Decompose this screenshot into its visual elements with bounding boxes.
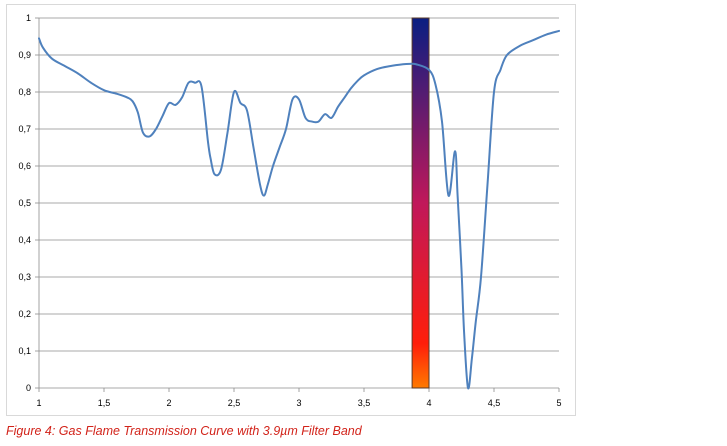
y-tick-label: 0,4	[18, 235, 31, 245]
y-tick-label: 0,6	[18, 161, 31, 171]
series-layer	[38, 29, 560, 390]
x-tick-label: 2	[166, 398, 171, 408]
y-tick-label: 0,2	[18, 309, 31, 319]
y-tick-label: 0,3	[18, 272, 31, 282]
y-tick-label: 0,1	[18, 346, 31, 356]
figure-caption: Figure 4: Gas Flame Transmission Curve w…	[6, 424, 362, 438]
y-tick-label: 0,7	[18, 124, 31, 134]
gridlines	[39, 17, 559, 352]
x-tick-label: 2,5	[228, 398, 241, 408]
y-tick-label: 0,8	[18, 87, 31, 97]
transmission-curve	[38, 29, 560, 390]
filter-band	[411, 17, 430, 389]
x-tick-label: 4	[426, 398, 431, 408]
x-tick-label: 1	[36, 398, 41, 408]
tick-labels: 0 0,1 0,2 0,3 0,4 0,5 0,6 0,7 0,8 0,9 1 1 1,5 2 2,5 3 3,…	[18, 13, 561, 408]
x-tick-label: 4,5	[488, 398, 501, 408]
filter-band-rect	[411, 17, 430, 389]
axes	[35, 17, 560, 392]
y-tick-label: 0,5	[18, 198, 31, 208]
x-tick-label: 5	[556, 398, 561, 408]
chart-frame: 0 0,1 0,2 0,3 0,4 0,5 0,6 0,7 0,8 0,9 1 1 1,5 2 2,5 3 3,…	[6, 4, 576, 416]
x-tick-label: 3	[296, 398, 301, 408]
x-tick-label: 3,5	[358, 398, 371, 408]
chart-svg: 0 0,1 0,2 0,3 0,4 0,5 0,6 0,7 0,8 0,9 1 1 1,5 2 2,5 3 3,…	[18, 13, 561, 408]
x-tick-label: 1,5	[98, 398, 111, 408]
y-tick-label: 0,9	[18, 50, 31, 60]
y-tick-label: 1	[26, 13, 31, 23]
y-tick-label: 0	[26, 383, 31, 393]
